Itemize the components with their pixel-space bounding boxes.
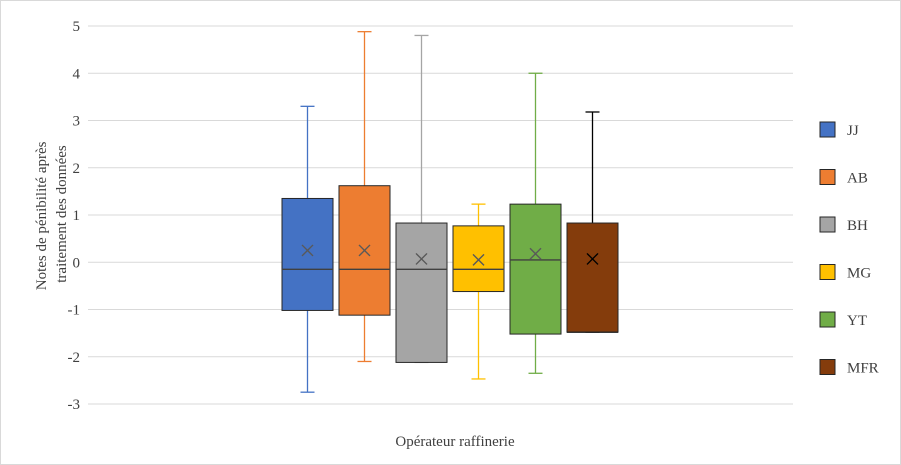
y-tick-label: 3 — [73, 114, 81, 130]
box-bh — [395, 34, 448, 364]
legend-item-jj: JJ — [819, 121, 859, 139]
x-axis-title: Opérateur raffinerie — [395, 434, 515, 450]
mean-marker — [472, 253, 485, 266]
legend-label: BH — [847, 218, 868, 234]
legend-swatch — [819, 264, 836, 280]
legend-swatch — [819, 311, 836, 328]
y-tick-label: 5 — [73, 19, 81, 35]
legend-item-mfr: MFR — [819, 359, 879, 377]
box-body — [566, 222, 619, 333]
legend-item-bh: BH — [819, 216, 868, 234]
boxes — [281, 31, 619, 393]
y-axis-title: Notes de pénibilité après traitement des… — [34, 138, 70, 290]
legend-item-yt: YT — [819, 311, 867, 329]
legend-label: AB — [847, 171, 868, 187]
box-body — [395, 222, 448, 363]
y-tick-label: 2 — [73, 161, 81, 177]
legend-swatch — [819, 359, 836, 375]
box-mfr — [566, 111, 619, 333]
mean-marker — [301, 244, 314, 257]
y-tick-label: 1 — [73, 208, 81, 224]
legend-swatch — [819, 216, 836, 233]
legend-label: YT — [847, 313, 867, 329]
legend: JJ AB BH MG YT MFR — [819, 121, 879, 377]
y-tick-label: 0 — [73, 255, 81, 271]
legend-swatch — [819, 121, 836, 138]
y-axis-title-line-1: Notes de pénibilité après — [34, 141, 50, 290]
box-yt — [509, 72, 562, 374]
legend-label: JJ — [847, 123, 859, 139]
box-body — [452, 225, 505, 293]
mean-marker — [586, 252, 599, 265]
y-axis-title-line-2: traitement des données — [54, 145, 70, 283]
mean-marker — [529, 247, 542, 260]
box-body — [281, 197, 334, 311]
mean-marker — [358, 244, 371, 257]
legend-label: MG — [847, 266, 871, 282]
y-axis-ticks: 5 4 3 2 1 0 -1 -2 -3 — [68, 19, 81, 413]
y-tick-label: -2 — [68, 350, 81, 366]
mean-marker — [415, 252, 428, 265]
box-mg — [452, 203, 505, 380]
legend-label: MFR — [847, 361, 879, 377]
y-tick-label: 4 — [73, 66, 81, 82]
box-jj — [281, 105, 334, 393]
box-ab — [338, 31, 391, 363]
y-tick-label: -3 — [68, 397, 81, 413]
legend-item-mg: MG — [819, 264, 871, 282]
box-body — [509, 203, 562, 335]
legend-swatch — [819, 169, 836, 185]
legend-item-ab: AB — [819, 169, 868, 187]
y-tick-label: -1 — [68, 303, 81, 319]
